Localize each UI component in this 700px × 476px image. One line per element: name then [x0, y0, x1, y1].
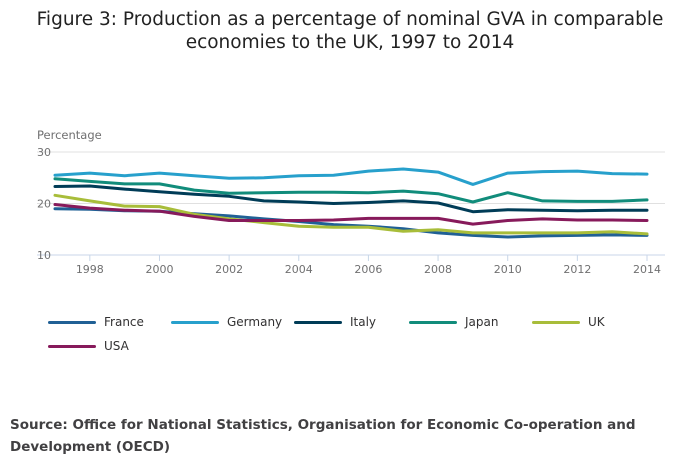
series-line-italy[interactable] — [53, 184, 649, 214]
legend-swatch — [171, 320, 219, 324]
legend-item-italy[interactable]: Italy — [294, 310, 409, 334]
series-line-usa[interactable] — [53, 203, 649, 226]
x-tick-label: 2014 — [633, 263, 661, 276]
x-tick-label: 2006 — [354, 263, 382, 276]
legend-swatch — [409, 320, 457, 324]
legend-item-france[interactable]: France — [48, 310, 171, 334]
legend-swatch — [48, 344, 96, 348]
chart-title-line-1: Figure 3: Production as a percentage of … — [36, 9, 664, 30]
x-tick-label: 2002 — [215, 263, 243, 276]
legend-label: Italy — [350, 315, 377, 329]
y-tick-label: 20 — [37, 198, 51, 211]
legend-item-japan[interactable]: Japan — [409, 310, 532, 334]
y-axis-label: Percentage — [37, 128, 102, 142]
y-tick-label: 10 — [37, 249, 51, 262]
legend-label: UK — [588, 315, 605, 329]
x-tick-label: 2000 — [145, 263, 173, 276]
series-line-japan[interactable] — [53, 177, 649, 204]
legend-swatch — [294, 320, 342, 324]
x-tick-label: 1998 — [76, 263, 104, 276]
legend-item-germany[interactable]: Germany — [171, 310, 294, 334]
legend-label: France — [104, 315, 144, 329]
x-tick-label: 2004 — [285, 263, 313, 276]
legend-item-uk[interactable]: UK — [532, 310, 655, 334]
series-line-uk[interactable] — [53, 193, 649, 236]
legend-swatch — [48, 320, 96, 324]
legend-label: USA — [104, 339, 129, 353]
source-note: Source: Office for National Statistics, … — [10, 417, 636, 455]
line-chart: Percentage 10 20 30 1998 2000 2002 2004 2006 200… — [37, 128, 665, 276]
series-line-germany[interactable] — [53, 167, 649, 186]
x-tick-label: 2010 — [494, 263, 522, 276]
chart-title: Figure 3: Production as a percentage of … — [0, 8, 700, 54]
legend-swatch — [532, 320, 580, 324]
legend-label: Japan — [465, 315, 499, 329]
y-tick-label: 30 — [37, 146, 51, 159]
legend: France Germany Italy Japan UK USA — [48, 310, 668, 358]
legend-item-usa[interactable]: USA — [48, 334, 171, 358]
x-tick-label: 2008 — [424, 263, 452, 276]
chart-title-line-2: economies to the UK, 1997 to 2014 — [185, 32, 515, 53]
legend-label: Germany — [227, 315, 283, 329]
x-tick-label: 2012 — [563, 263, 591, 276]
